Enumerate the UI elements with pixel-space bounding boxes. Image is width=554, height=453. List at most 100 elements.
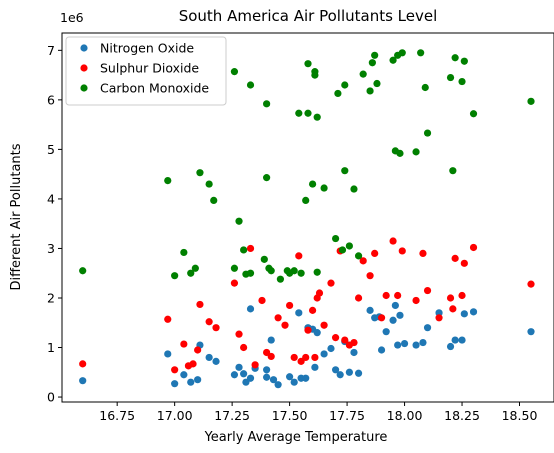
sulphur-dioxide-point <box>246 244 255 253</box>
carbon-monoxide-point <box>446 73 455 82</box>
sulphur-dioxide-point <box>286 301 294 310</box>
sulphur-dioxide-point <box>449 305 457 313</box>
sulphur-dioxide-point <box>308 306 317 314</box>
sulphur-dioxide-point <box>274 314 282 322</box>
carbon-monoxide-point <box>290 267 298 275</box>
carbon-monoxide-point <box>373 79 381 88</box>
sulphur-dioxide-point <box>171 366 179 374</box>
nitrogen-oxide-point <box>389 316 397 324</box>
legend-box <box>65 36 227 106</box>
carbon-monoxide-point <box>412 148 420 156</box>
nitrogen-oxide-point <box>327 344 335 353</box>
carbon-monoxide-point <box>449 167 457 175</box>
carbon-monoxide-point <box>334 89 342 98</box>
sulphur-dioxide-point <box>327 279 335 287</box>
nitrogen-oxide-point <box>295 309 303 317</box>
nitrogen-oxide-point <box>290 378 298 386</box>
sulphur-dioxide-point <box>164 315 172 323</box>
carbon-monoxide-point <box>423 129 432 137</box>
carbon-monoxide-point <box>304 109 312 117</box>
sulphur-dioxide-point <box>315 289 324 297</box>
nitrogen-oxide-point <box>394 341 402 349</box>
carbon-monoxide-point <box>350 185 358 193</box>
carbon-monoxide-point <box>389 56 397 64</box>
nitrogen-oxide-point <box>400 339 409 348</box>
sulphur-dioxide-point <box>458 291 466 300</box>
carbon-monoxide-point <box>345 242 353 250</box>
carbon-monoxide-point <box>191 264 199 272</box>
x-axis-ticks: 16.75 17.00 17.25 17.50 17.75 18.00 18.25 18.50 <box>99 402 537 423</box>
carbon-monoxide-point <box>320 184 328 192</box>
nitrogen-oxide-point <box>377 346 386 354</box>
legend-marker-sulphur-dioxide <box>80 64 88 72</box>
carbon-monoxide-point <box>460 57 468 65</box>
carbon-monoxide-point <box>240 246 248 254</box>
x-axis-label: Yearly Average Temperature <box>204 430 388 445</box>
y-tick-label: 4 <box>47 191 55 206</box>
nitrogen-oxide-point <box>527 328 535 336</box>
nitrogen-oxide-point <box>446 342 455 351</box>
carbon-monoxide-point <box>341 81 349 89</box>
carbon-monoxide-point <box>308 180 317 188</box>
sulphur-dioxide-point <box>302 353 310 362</box>
legend-marker-carbon-monoxide <box>80 84 88 92</box>
carbon-monoxide-point <box>295 109 303 117</box>
y-tick-label: 6 <box>47 92 55 107</box>
sulphur-dioxide-point <box>382 291 390 300</box>
sulphur-dioxide-point <box>251 361 259 369</box>
carbon-monoxide-point <box>205 180 213 188</box>
carbon-monoxide-point <box>276 275 285 283</box>
nitrogen-oxide-point <box>230 371 239 379</box>
nitrogen-oxide-point <box>246 305 255 313</box>
y-tick-label: 7 <box>47 43 55 58</box>
nitrogen-oxide-point <box>235 363 243 371</box>
nitrogen-oxide-point <box>419 338 427 347</box>
carbon-monoxide-point <box>359 70 367 78</box>
sulphur-dioxide-point <box>320 321 328 329</box>
nitrogen-oxide-point <box>267 336 275 344</box>
carbon-monoxide-point <box>267 267 275 275</box>
sulphur-dioxide-point <box>240 343 248 352</box>
carbon-monoxide-point <box>313 268 321 276</box>
carbon-monoxide-point <box>366 87 374 95</box>
carbon-monoxide-point <box>313 113 321 121</box>
x-tick-label: 17.00 <box>157 408 193 423</box>
sulphur-dioxide-point <box>194 346 202 354</box>
carbon-monoxide-point <box>421 83 429 92</box>
sulphur-dioxide-point <box>196 300 204 309</box>
nitrogen-oxide-point <box>350 348 358 357</box>
carbon-monoxide-point <box>354 252 363 260</box>
nitrogen-oxide-point <box>354 369 363 377</box>
nitrogen-oxide-point <box>458 336 466 344</box>
carbon-monoxide-point <box>311 68 319 76</box>
y-tick-label: 3 <box>47 241 55 256</box>
sulphur-dioxide-point <box>311 353 319 362</box>
nitrogen-oxide-point <box>171 380 179 388</box>
y-axis-label: Different Air Pollutants <box>9 143 24 290</box>
carbon-monoxide-point <box>469 110 478 118</box>
plot-frame <box>61 32 554 403</box>
carbon-monoxide-point <box>246 269 255 277</box>
nitrogen-oxide-point <box>382 328 390 336</box>
carbon-monoxide-point <box>230 68 239 76</box>
sulphur-dioxide-point <box>281 321 289 329</box>
nitrogen-oxide-point <box>263 373 271 381</box>
nitrogen-oxide-point <box>302 374 310 382</box>
data-points <box>79 49 535 389</box>
carbon-monoxide-point <box>235 217 243 225</box>
nitrogen-oxide-point <box>263 366 271 374</box>
sulphur-dioxide-point <box>267 352 275 361</box>
x-tick-label: 17.25 <box>214 408 250 423</box>
sulphur-dioxide-point <box>446 294 455 302</box>
sulphur-dioxide-point <box>205 318 213 326</box>
carbon-monoxide-point <box>263 174 271 182</box>
nitrogen-oxide-point <box>396 311 404 319</box>
nitrogen-oxide-point <box>345 368 353 376</box>
nitrogen-oxide-point <box>391 301 399 310</box>
carbon-monoxide-point <box>210 196 218 205</box>
y-tick-label: 0 <box>47 390 55 405</box>
nitrogen-oxide-point <box>311 363 319 371</box>
nitrogen-oxide-point <box>79 377 87 385</box>
sulphur-dioxide-point <box>460 259 468 267</box>
